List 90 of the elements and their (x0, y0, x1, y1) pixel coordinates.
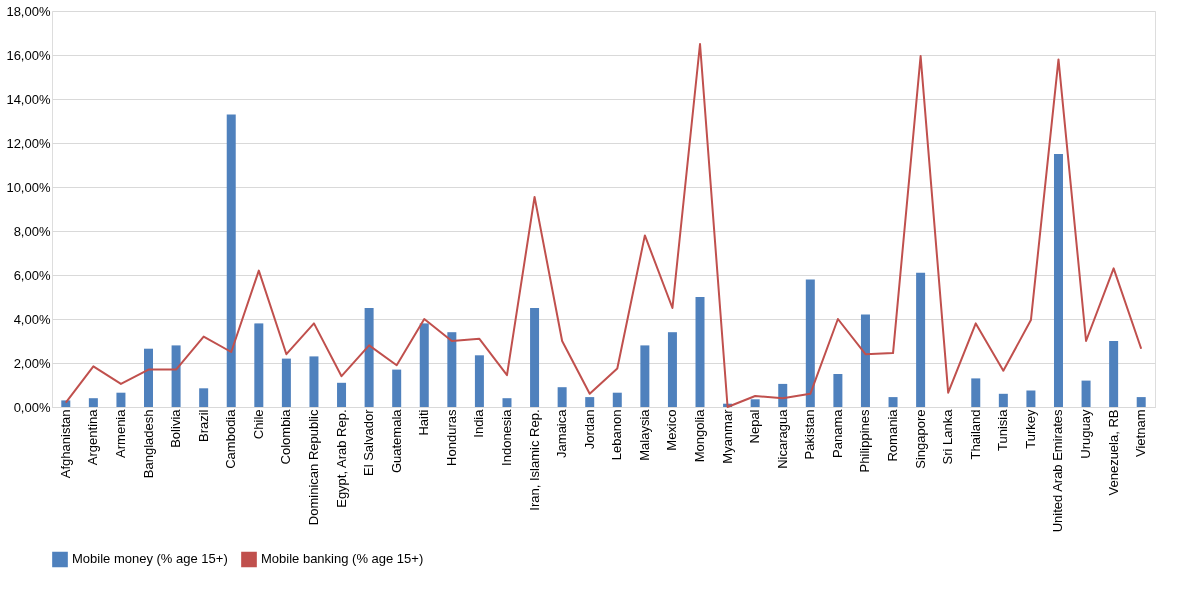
x-tick-label: Bangladesh (140, 409, 156, 479)
x-tick-label: Tunisia (995, 408, 1011, 451)
x-tick-label: Honduras (443, 409, 459, 466)
bar (392, 369, 402, 407)
x-tick-label: Venezuela, RB (1105, 409, 1121, 496)
x-tick-label: Argentina (85, 408, 101, 466)
x-tick-label: Bolivia (168, 408, 184, 448)
x-tick-label: Cambodia (223, 408, 239, 469)
y-tick-label: 4,00% (13, 311, 51, 327)
bar (144, 348, 154, 407)
bar (750, 399, 760, 407)
x-tick-label: Romania (885, 408, 901, 462)
bar (667, 332, 677, 407)
bar (364, 308, 374, 407)
x-tick-label: Sri Lanka (940, 408, 956, 465)
bar (447, 332, 457, 407)
bar (88, 398, 98, 407)
x-tick-label: Nicaragua (774, 408, 790, 469)
bar (1026, 390, 1036, 407)
bar (998, 393, 1008, 407)
y-tick-label: 8,00% (13, 223, 51, 239)
bar (116, 392, 126, 407)
bar (833, 374, 843, 407)
y-tick-label: 6,00% (13, 267, 51, 283)
x-tick-label: United Arab Emirates (1050, 409, 1066, 533)
x-tick-label: Colombia (278, 408, 294, 465)
x-tick-label: Brazil (195, 409, 211, 443)
x-tick-label: Philippines (857, 409, 873, 473)
bar (888, 397, 898, 407)
x-tick-label: Uruguay (1078, 409, 1094, 459)
y-tick-label: 16,00% (6, 47, 51, 63)
x-tick-label: Thailand (967, 409, 983, 460)
x-tick-label: Armenia (112, 408, 128, 458)
x-tick-label: Myanmar (719, 408, 735, 464)
x-tick-label: Indonesia (498, 408, 514, 466)
bar (778, 383, 788, 407)
bar (281, 358, 291, 407)
bar (860, 314, 870, 407)
bar (226, 114, 236, 407)
bar (254, 323, 264, 407)
bar (502, 398, 512, 407)
bar (199, 388, 209, 407)
x-tick-label: Mexico (664, 409, 680, 451)
y-tick-label: 2,00% (13, 355, 51, 371)
bar (530, 308, 540, 407)
x-tick-label: Egypt, Arab Rep. (333, 409, 349, 508)
bar (171, 345, 181, 407)
y-tick-label: 10,00% (6, 179, 51, 195)
x-tick-label: Afghanistan (57, 409, 73, 479)
bar (1081, 380, 1091, 407)
x-tick-label: Guatemala (388, 408, 404, 474)
x-tick-label: Jamaica (554, 408, 570, 458)
y-tick-label: 18,00% (6, 3, 51, 19)
x-tick-label: Singapore (912, 409, 928, 469)
x-tick-label: El Salvador (361, 408, 377, 476)
bar (805, 279, 815, 407)
line-series (64, 43, 1143, 408)
legend-label: Mobile banking (% age 15+) (261, 551, 424, 567)
x-tick-label: Chile (250, 409, 266, 440)
bar (1053, 154, 1063, 407)
bar (612, 392, 622, 407)
bar (695, 297, 705, 407)
x-tick-label: Iran, Islamic Rep. (526, 409, 542, 511)
x-tick-label: Pakistan (802, 409, 818, 460)
bar (916, 272, 926, 407)
x-tick-label: Malaysia (636, 408, 652, 461)
y-tick-label: 0,00% (13, 399, 51, 415)
bar (971, 378, 981, 407)
x-tick-label: Haiti (416, 409, 432, 436)
bar (1136, 397, 1146, 407)
x-tick-label: Jordan (581, 409, 597, 450)
bar (337, 382, 347, 407)
y-tick-label: 12,00% (6, 135, 51, 151)
y-tick-label: 14,00% (6, 91, 51, 107)
bar (1109, 341, 1119, 407)
bar (474, 355, 484, 407)
x-tick-label: Nepal (747, 409, 763, 444)
x-tick-label: India (471, 408, 487, 438)
bar (309, 356, 319, 407)
bar (640, 345, 650, 407)
x-tick-label: Turkey (1022, 409, 1038, 449)
x-tick-label: Mongolia (692, 408, 708, 463)
x-tick-label: Lebanon (609, 409, 625, 461)
bar (419, 323, 429, 407)
legend-label: Mobile money (% age 15+) (72, 551, 228, 567)
bar (557, 387, 567, 407)
x-tick-label: Vietnam (1133, 409, 1149, 457)
bar (585, 397, 595, 407)
x-tick-label: Panama (829, 408, 845, 458)
x-tick-label: Dominican Republic (305, 409, 321, 526)
